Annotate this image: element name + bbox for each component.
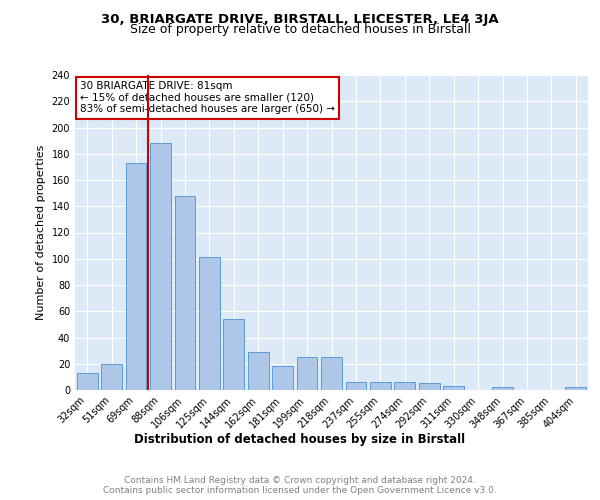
- Bar: [370, 382, 391, 390]
- Bar: [125, 163, 146, 390]
- Bar: [101, 364, 122, 390]
- Bar: [394, 382, 415, 390]
- Bar: [565, 388, 586, 390]
- Text: 30 BRIARGATE DRIVE: 81sqm
← 15% of detached houses are smaller (120)
83% of semi: 30 BRIARGATE DRIVE: 81sqm ← 15% of detac…: [80, 82, 335, 114]
- Bar: [77, 373, 98, 390]
- Bar: [223, 319, 244, 390]
- Bar: [321, 357, 342, 390]
- Bar: [346, 382, 367, 390]
- Text: Distribution of detached houses by size in Birstall: Distribution of detached houses by size …: [134, 432, 466, 446]
- Bar: [272, 366, 293, 390]
- Bar: [296, 357, 317, 390]
- Bar: [150, 143, 171, 390]
- Text: Size of property relative to detached houses in Birstall: Size of property relative to detached ho…: [130, 22, 470, 36]
- Bar: [199, 258, 220, 390]
- Y-axis label: Number of detached properties: Number of detached properties: [36, 145, 46, 320]
- Text: Contains HM Land Registry data © Crown copyright and database right 2024.: Contains HM Land Registry data © Crown c…: [124, 476, 476, 485]
- Bar: [419, 384, 440, 390]
- Text: Contains public sector information licensed under the Open Government Licence v3: Contains public sector information licen…: [103, 486, 497, 495]
- Bar: [248, 352, 269, 390]
- Bar: [443, 386, 464, 390]
- Text: 30, BRIARGATE DRIVE, BIRSTALL, LEICESTER, LE4 3JA: 30, BRIARGATE DRIVE, BIRSTALL, LEICESTER…: [101, 12, 499, 26]
- Bar: [492, 388, 513, 390]
- Bar: [175, 196, 196, 390]
